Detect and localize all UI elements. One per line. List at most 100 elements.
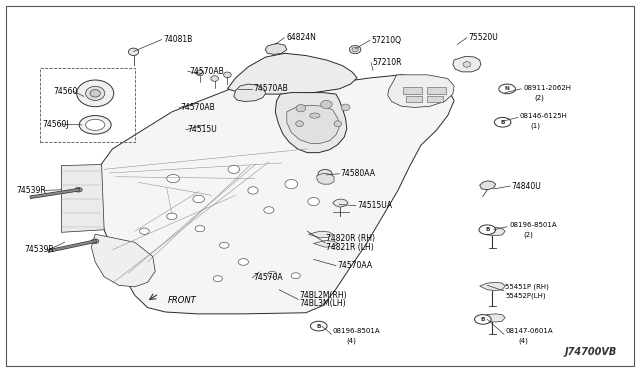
Text: 75520U: 75520U bbox=[468, 33, 498, 42]
Polygon shape bbox=[317, 173, 334, 184]
Text: 74570AB: 74570AB bbox=[189, 67, 225, 76]
Ellipse shape bbox=[223, 72, 231, 78]
Text: 74570AB: 74570AB bbox=[253, 84, 288, 93]
Polygon shape bbox=[95, 75, 454, 314]
Ellipse shape bbox=[248, 187, 258, 194]
Polygon shape bbox=[287, 105, 339, 143]
Text: 74081B: 74081B bbox=[164, 35, 193, 44]
Ellipse shape bbox=[77, 80, 114, 107]
Polygon shape bbox=[265, 43, 287, 54]
Ellipse shape bbox=[285, 180, 298, 189]
Ellipse shape bbox=[318, 170, 332, 179]
Polygon shape bbox=[479, 228, 505, 235]
Ellipse shape bbox=[296, 121, 303, 127]
Ellipse shape bbox=[91, 239, 99, 243]
Ellipse shape bbox=[86, 86, 105, 100]
Text: (2): (2) bbox=[523, 232, 533, 238]
Ellipse shape bbox=[90, 90, 100, 97]
Text: 74821R (LH): 74821R (LH) bbox=[326, 243, 374, 251]
Text: 74515UA: 74515UA bbox=[357, 201, 392, 210]
Ellipse shape bbox=[463, 62, 470, 67]
Text: 74560: 74560 bbox=[54, 87, 78, 96]
Text: (4): (4) bbox=[347, 338, 356, 344]
Ellipse shape bbox=[129, 48, 139, 55]
Ellipse shape bbox=[268, 271, 276, 277]
Ellipse shape bbox=[196, 70, 204, 76]
Text: 08196-8501A: 08196-8501A bbox=[509, 222, 557, 228]
Text: 08196-8501A: 08196-8501A bbox=[333, 328, 380, 334]
Ellipse shape bbox=[193, 195, 204, 203]
Text: 74539R: 74539R bbox=[17, 186, 47, 195]
Ellipse shape bbox=[310, 113, 320, 118]
Polygon shape bbox=[308, 231, 333, 238]
Polygon shape bbox=[227, 53, 357, 94]
Text: B: B bbox=[485, 227, 490, 232]
Bar bbox=[428, 87, 447, 94]
Text: J74700VB: J74700VB bbox=[564, 347, 617, 357]
Text: 74560J: 74560J bbox=[42, 120, 69, 129]
Text: 74570A: 74570A bbox=[253, 273, 284, 282]
Text: 08147-0601A: 08147-0601A bbox=[505, 328, 553, 334]
Text: 74840U: 74840U bbox=[511, 182, 541, 190]
Text: (4): (4) bbox=[518, 338, 528, 344]
Circle shape bbox=[310, 321, 327, 331]
Ellipse shape bbox=[79, 116, 111, 134]
Bar bbox=[403, 87, 422, 94]
Polygon shape bbox=[61, 164, 104, 232]
Ellipse shape bbox=[352, 47, 358, 52]
Text: 74820R (RH): 74820R (RH) bbox=[326, 234, 376, 243]
Ellipse shape bbox=[238, 259, 248, 265]
Text: B: B bbox=[317, 324, 321, 328]
Text: N: N bbox=[505, 86, 509, 92]
Text: 57210R: 57210R bbox=[372, 58, 402, 67]
Polygon shape bbox=[479, 282, 505, 291]
Text: 55452P(LH): 55452P(LH) bbox=[505, 292, 546, 299]
Text: 74515U: 74515U bbox=[187, 125, 217, 134]
Ellipse shape bbox=[321, 100, 332, 109]
Polygon shape bbox=[479, 314, 505, 322]
Text: (1): (1) bbox=[531, 123, 541, 129]
Polygon shape bbox=[275, 93, 347, 153]
Ellipse shape bbox=[75, 187, 83, 192]
Ellipse shape bbox=[308, 198, 319, 206]
Ellipse shape bbox=[228, 165, 239, 173]
Ellipse shape bbox=[213, 276, 222, 282]
Ellipse shape bbox=[291, 273, 300, 279]
Polygon shape bbox=[453, 56, 481, 72]
Polygon shape bbox=[479, 181, 495, 190]
Ellipse shape bbox=[140, 228, 149, 234]
Text: B: B bbox=[500, 120, 505, 125]
Text: B: B bbox=[481, 317, 485, 322]
Polygon shape bbox=[314, 240, 338, 247]
Text: 08146-6125H: 08146-6125H bbox=[520, 113, 568, 119]
Ellipse shape bbox=[341, 104, 350, 111]
Text: 74BL2M(RH): 74BL2M(RH) bbox=[300, 291, 347, 300]
Text: 08911-2062H: 08911-2062H bbox=[523, 85, 571, 91]
Polygon shape bbox=[92, 234, 156, 287]
Text: (2): (2) bbox=[534, 94, 545, 101]
Ellipse shape bbox=[86, 119, 105, 131]
Polygon shape bbox=[234, 84, 266, 102]
Bar bbox=[406, 96, 422, 102]
Text: 55451P (RH): 55451P (RH) bbox=[505, 283, 549, 290]
Circle shape bbox=[499, 84, 515, 94]
Text: FRONT: FRONT bbox=[168, 296, 196, 305]
Polygon shape bbox=[388, 75, 454, 108]
Circle shape bbox=[494, 118, 511, 127]
Text: 74539R: 74539R bbox=[24, 245, 54, 254]
Bar bbox=[40, 68, 135, 142]
Ellipse shape bbox=[220, 242, 229, 248]
Ellipse shape bbox=[264, 207, 274, 214]
Text: 64824N: 64824N bbox=[287, 33, 317, 42]
Ellipse shape bbox=[195, 225, 205, 232]
Text: 74580AA: 74580AA bbox=[340, 169, 376, 178]
Polygon shape bbox=[333, 199, 348, 207]
Ellipse shape bbox=[296, 105, 306, 112]
Text: 74BL3M(LH): 74BL3M(LH) bbox=[300, 299, 346, 308]
Text: 57210Q: 57210Q bbox=[371, 36, 401, 45]
Bar bbox=[428, 96, 444, 102]
Text: 74570AA: 74570AA bbox=[337, 261, 372, 270]
Ellipse shape bbox=[334, 121, 342, 127]
Ellipse shape bbox=[211, 76, 218, 81]
Circle shape bbox=[474, 315, 491, 324]
